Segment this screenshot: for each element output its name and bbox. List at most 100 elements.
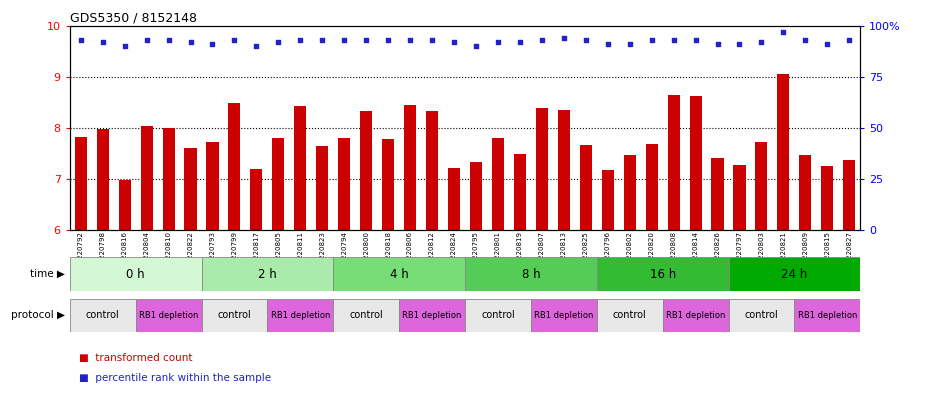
Bar [202,257,333,291]
Point [711,41,725,47]
Bar [645,144,658,393]
Bar [140,126,153,393]
Bar [597,299,662,332]
Bar [470,162,482,393]
Text: 2 h: 2 h [258,268,277,281]
Text: 8 h: 8 h [522,268,540,281]
Bar [558,110,570,393]
Point [337,37,352,43]
Point [535,37,550,43]
Bar [734,165,746,393]
Text: 0 h: 0 h [126,268,145,281]
Bar [316,145,328,393]
Point [622,41,637,47]
Point [140,37,154,43]
Bar [668,94,680,393]
Bar [597,257,728,291]
Text: RB1 depletion: RB1 depletion [271,311,330,320]
Point [271,39,286,45]
Bar [531,299,597,332]
Bar [206,141,219,393]
Point [315,37,330,43]
Bar [136,299,202,332]
Bar [163,128,175,393]
Text: control: control [86,310,120,320]
Bar [294,106,306,393]
Point [776,29,790,35]
Point [490,39,505,45]
Text: time ▶: time ▶ [30,269,65,279]
Bar [119,180,131,393]
Text: control: control [481,310,515,320]
Bar [799,155,811,393]
Point [732,41,747,47]
Bar [202,299,267,332]
Bar [728,299,794,332]
Bar [399,299,465,332]
Text: RB1 depletion: RB1 depletion [403,311,462,320]
Point [754,39,769,45]
Point [359,37,374,43]
Point [293,37,308,43]
Bar [777,74,790,393]
Point [512,39,527,45]
Text: 4 h: 4 h [390,268,408,281]
Text: 16 h: 16 h [649,268,676,281]
Point [556,35,571,41]
Bar [711,158,724,393]
Point [117,43,132,49]
Bar [333,257,465,291]
Bar [689,95,701,393]
Bar [794,299,860,332]
Point [73,37,88,43]
Text: ■  transformed count: ■ transformed count [79,353,193,363]
Point [380,37,395,43]
Bar [339,138,351,393]
Text: control: control [745,310,778,320]
Text: RB1 depletion: RB1 depletion [534,311,593,320]
Bar [624,155,636,393]
Point [820,41,835,47]
Bar [70,299,136,332]
Bar [492,138,504,393]
Text: RB1 depletion: RB1 depletion [666,311,725,320]
Point [446,39,461,45]
Bar [184,148,196,393]
Bar [267,299,333,332]
Bar [579,145,591,393]
Point [578,37,593,43]
Text: protocol ▶: protocol ▶ [11,310,65,320]
Point [425,37,440,43]
Point [798,37,813,43]
Point [205,41,219,47]
Point [688,37,703,43]
Bar [755,141,767,393]
Bar [662,299,728,332]
Bar [74,137,86,393]
Bar [465,257,597,291]
Bar [333,299,399,332]
Bar [448,167,460,393]
Point [666,37,681,43]
Bar [229,103,241,393]
Point [403,37,418,43]
Point [183,39,198,45]
Text: ■  percentile rank within the sample: ■ percentile rank within the sample [79,373,272,383]
Bar [465,299,531,332]
Text: RB1 depletion: RB1 depletion [798,311,857,320]
Point [842,37,857,43]
Text: RB1 depletion: RB1 depletion [139,311,198,320]
Point [227,37,242,43]
Bar [272,138,285,393]
Point [95,39,110,45]
Bar [844,160,856,393]
Bar [728,257,860,291]
Text: GDS5350 / 8152148: GDS5350 / 8152148 [70,12,197,25]
Text: 24 h: 24 h [781,268,807,281]
Text: control: control [218,310,251,320]
Point [249,43,264,49]
Bar [426,111,438,393]
Point [469,43,484,49]
Bar [821,165,833,393]
Bar [602,170,614,393]
